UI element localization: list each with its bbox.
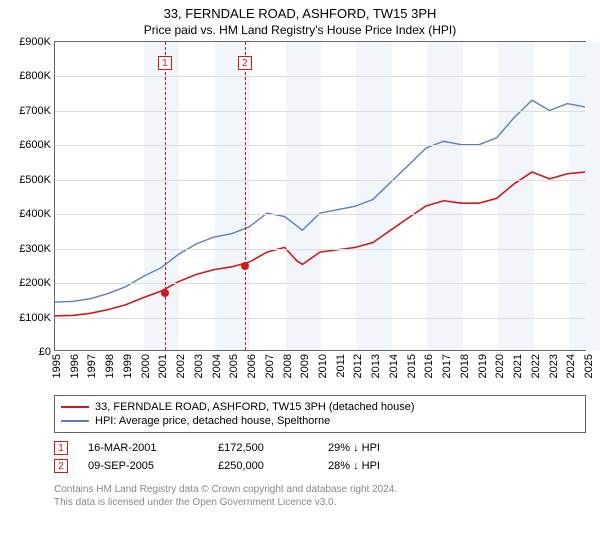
y-tick: £300K (19, 243, 55, 255)
x-tick: 2008 (282, 350, 294, 378)
y-tick: £400K (19, 208, 55, 220)
y-tick: £200K (19, 277, 55, 289)
sale-marker-box: 2 (238, 56, 252, 70)
sale-row-num: 1 (54, 441, 68, 455)
x-tick: 1999 (122, 350, 134, 378)
legend-label: HPI: Average price, detached house, Spel… (95, 415, 330, 427)
price-chart: £0£100K£200K£300K£400K£500K£600K£700K£80… (54, 41, 586, 351)
legend-row: 33, FERNDALE ROAD, ASHFORD, TW15 3PH (de… (61, 400, 579, 414)
legend-row: HPI: Average price, detached house, Spel… (61, 414, 579, 428)
gridline (55, 145, 585, 146)
sale-row: 2 09-SEP-2005 £250,000 28% ↓ HPI (54, 457, 586, 475)
x-tick: 2004 (211, 350, 223, 378)
sale-marker-line (165, 42, 166, 350)
sale-marker-box: 1 (158, 56, 172, 70)
y-tick: £800K (19, 70, 55, 82)
footnote-line: Contains HM Land Registry data © Crown c… (54, 483, 586, 496)
x-tick: 2020 (494, 350, 506, 378)
y-tick: £900K (19, 36, 55, 48)
y-tick: £600K (19, 139, 55, 151)
y-tick: £100K (19, 312, 55, 324)
x-tick: 2019 (477, 350, 489, 378)
x-tick: 2014 (388, 350, 400, 378)
sale-row: 1 16-MAR-2001 £172,500 29% ↓ HPI (54, 439, 586, 457)
chart-lines (55, 42, 585, 350)
x-tick: 2001 (157, 350, 169, 378)
x-tick: 1995 (51, 350, 63, 378)
sale-row-price: £172,500 (218, 442, 308, 454)
sale-marker-dot (241, 262, 249, 270)
x-tick: 2011 (335, 350, 347, 378)
sales-table: 1 16-MAR-2001 £172,500 29% ↓ HPI 2 09-SEP-200… (54, 439, 586, 475)
x-tick: 2010 (317, 350, 329, 378)
page-title: 33, FERNDALE ROAD, ASHFORD, TW15 3PH (0, 0, 600, 21)
legend: 33, FERNDALE ROAD, ASHFORD, TW15 3PH (de… (54, 395, 586, 433)
x-tick: 2007 (264, 350, 276, 378)
x-tick: 2025 (583, 350, 595, 378)
x-tick: 2003 (193, 350, 205, 378)
y-tick: £700K (19, 105, 55, 117)
x-tick: 1996 (69, 350, 81, 378)
sale-row-date: 09-SEP-2005 (88, 460, 198, 472)
gridline (55, 214, 585, 215)
x-tick: 2017 (441, 350, 453, 378)
sale-marker-line (245, 42, 246, 350)
x-tick: 2005 (228, 350, 240, 378)
x-tick: 2000 (140, 350, 152, 378)
x-tick: 2023 (548, 350, 560, 378)
footnote-line: This data is licensed under the Open Gov… (54, 496, 586, 509)
x-tick: 2009 (299, 350, 311, 378)
legend-swatch (61, 420, 89, 422)
x-tick: 2024 (565, 350, 577, 378)
x-tick: 2018 (459, 350, 471, 378)
x-tick: 2012 (352, 350, 364, 378)
x-tick: 2006 (246, 350, 258, 378)
gridline (55, 180, 585, 181)
y-tick: £500K (19, 174, 55, 186)
series-property (55, 172, 585, 316)
sale-row-price: £250,000 (218, 460, 308, 472)
gridline (55, 318, 585, 319)
gridline (55, 76, 585, 77)
footnote: Contains HM Land Registry data © Crown c… (54, 483, 586, 509)
x-tick: 1998 (104, 350, 116, 378)
legend-swatch (61, 406, 89, 408)
page-subtitle: Price paid vs. HM Land Registry's House … (0, 21, 600, 41)
sale-marker-dot (161, 289, 169, 297)
gridline (55, 249, 585, 250)
x-tick: 2021 (512, 350, 524, 378)
gridline (55, 283, 585, 284)
x-tick: 2015 (406, 350, 418, 378)
legend-label: 33, FERNDALE ROAD, ASHFORD, TW15 3PH (de… (95, 401, 415, 413)
x-tick: 1997 (86, 350, 98, 378)
x-tick: 2022 (530, 350, 542, 378)
x-tick: 2013 (370, 350, 382, 378)
x-tick: 2002 (175, 350, 187, 378)
x-tick: 2016 (423, 350, 435, 378)
sale-row-delta: 28% ↓ HPI (328, 460, 380, 472)
gridline (55, 111, 585, 112)
sale-row-num: 2 (54, 459, 68, 473)
sale-row-date: 16-MAR-2001 (88, 442, 198, 454)
series-hpi (55, 100, 585, 302)
sale-row-delta: 29% ↓ HPI (328, 442, 380, 454)
